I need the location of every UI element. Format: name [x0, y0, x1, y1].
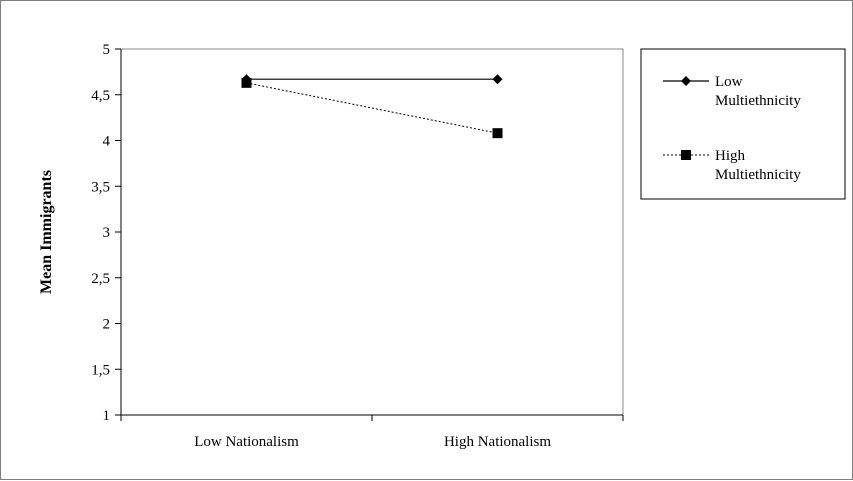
y-tick-label: 3,5 — [91, 179, 110, 195]
x-tick-label: Low Nationalism — [194, 434, 299, 450]
y-axis-title: Mean Immigrants — [38, 170, 55, 294]
data-point — [492, 74, 503, 85]
y-tick-label: 2 — [103, 317, 111, 333]
x-tick-label: High Nationalism — [444, 434, 551, 450]
y-axis: 1 1,5 2 2,5 3 3,5 4 4,5 5 — [91, 42, 122, 424]
legend-marker — [681, 150, 691, 160]
legend-item-1: Low Multiethnicity — [663, 74, 801, 109]
y-tick-label: 4,5 — [91, 88, 110, 104]
series-line — [246, 82, 498, 134]
data-point — [241, 77, 252, 88]
legend-label: High — [715, 148, 746, 164]
series-2 — [241, 77, 503, 139]
y-tick-label: 1 — [103, 408, 111, 424]
data-point — [492, 128, 503, 139]
x-axis: Low Nationalism High Nationalism — [120, 414, 624, 450]
legend-item-2: High Multiethnicity — [663, 148, 801, 183]
series-layer — [241, 74, 503, 139]
legend-box — [640, 48, 846, 200]
legend-label: Multiethnicity — [715, 167, 801, 183]
y-tick-label: 3 — [103, 225, 111, 241]
y-tick-label: 4 — [103, 134, 111, 150]
legend-marker — [681, 76, 691, 86]
y-tick-label: 5 — [103, 42, 111, 58]
y-tick-label: 2,5 — [91, 271, 110, 287]
y-tick-label: 1,5 — [91, 362, 110, 378]
legend-label: Low — [715, 74, 743, 90]
legend-label: Multiethnicity — [715, 93, 801, 109]
plot-area — [120, 48, 624, 416]
legend: Low Multiethnicity High Multiethnicity — [640, 48, 846, 200]
